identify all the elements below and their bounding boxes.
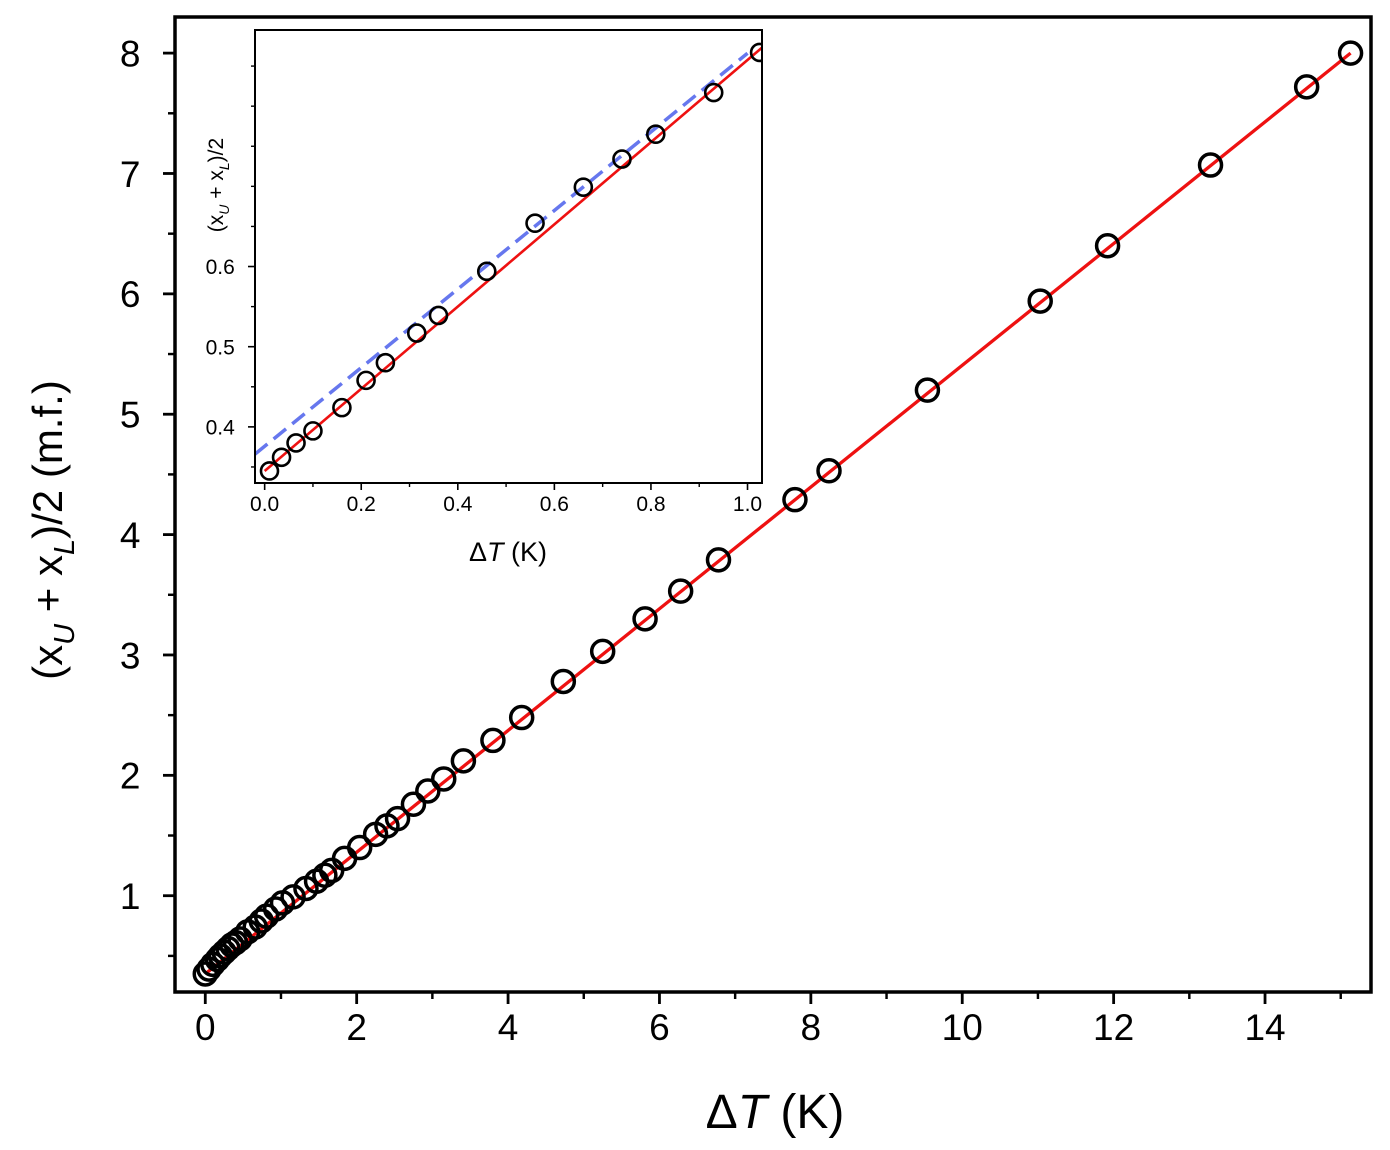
main-x-tick-label: 2 — [346, 1007, 367, 1048]
main-x-tick-label: 12 — [1093, 1007, 1134, 1048]
main-y-label-close: )/2 (m.f.) — [24, 380, 71, 539]
main-x-tick-label: 14 — [1244, 1007, 1285, 1048]
inset-x-tick-label: 0.8 — [636, 493, 665, 516]
inset-x-tick-label: 1.0 — [733, 493, 762, 516]
inset-x-axis-label-delta: Δ — [469, 537, 487, 567]
main-data-point — [262, 896, 289, 922]
inset-y-tick-label: 0.5 — [206, 336, 235, 359]
main-y-tick-label: 2 — [120, 756, 141, 797]
main-x-axis-label-unit: (K) — [767, 1086, 844, 1139]
main-y-tick-label: 5 — [120, 395, 141, 436]
main-series-group — [192, 40, 1364, 987]
main-x-axis-label-delta: Δ — [706, 1086, 738, 1139]
main-y-tick-label: 1 — [120, 876, 141, 917]
main-x-tick-label: 4 — [498, 1007, 519, 1048]
main-data-point — [1094, 232, 1121, 259]
inset-y-label-sub-u: U — [216, 204, 232, 215]
main-y-tick-label: 3 — [120, 635, 141, 676]
inset-y-axis-label: (xU + xL)/2 — [205, 138, 232, 232]
main-data-point — [400, 791, 427, 817]
main-y-tick-label: 4 — [120, 515, 141, 556]
inset-data-point — [749, 42, 762, 63]
main-x-tick-label: 10 — [942, 1007, 983, 1048]
inset-x-tick-label: 0.4 — [443, 493, 473, 516]
main-y-tick-label: 8 — [120, 33, 141, 74]
inset-data-point — [259, 461, 280, 481]
main-data-point — [415, 778, 441, 804]
main-x-axis-label-var: T — [738, 1086, 771, 1139]
main-data-point — [384, 805, 411, 832]
inset-data-point — [612, 149, 632, 169]
main-data-point — [550, 668, 577, 695]
main-y-label-plus: + x — [24, 555, 71, 624]
inset-y-tick-label: 0.6 — [206, 256, 235, 279]
inset-y-label-sub-l: L — [216, 162, 232, 170]
inset-frame — [254, 29, 763, 484]
inset-series-group — [255, 42, 762, 481]
main-data-point — [280, 884, 306, 910]
inset-data-point — [573, 177, 594, 197]
inset-x-tick-label: 0.6 — [540, 493, 569, 516]
inset-y-label-close: )/2 — [205, 138, 228, 163]
inset-data-point — [375, 352, 396, 373]
inset-y-label-plus: + x — [205, 170, 228, 205]
main-y-label-sub-l: L — [49, 539, 81, 555]
inset-chart: 0.0 0.2 0.4 0.6 0.8 1.0 0.4 0.5 0.6 ΔT (K) (xU + x… — [205, 29, 763, 567]
inset-data-point — [332, 397, 352, 418]
main-y-label-sub-u: U — [49, 623, 81, 645]
inset-linear-line — [255, 51, 749, 456]
main-data-point — [450, 748, 477, 774]
inset-x-axis-label-var: T — [487, 537, 506, 567]
inset-data-point — [286, 433, 306, 453]
main-y-axis-label: (xU + xL)/2 (m.f.) — [24, 380, 81, 680]
inset-data-point — [271, 447, 292, 468]
inset-data-point — [428, 305, 449, 326]
main-x-tick-label: 6 — [649, 1007, 670, 1048]
main-data-point — [667, 578, 694, 604]
main-x-axis-label: ΔT (K) — [706, 1086, 845, 1139]
main-x-tick-label: 8 — [801, 1007, 822, 1048]
inset-y-tick-label: 0.4 — [206, 416, 236, 439]
main-data-point — [1197, 152, 1224, 178]
inset-data-point — [525, 213, 545, 234]
main-data-point — [1337, 40, 1364, 66]
main-x-tick-label: 0 — [195, 1007, 216, 1048]
main-data-point — [312, 862, 338, 888]
main-data-point — [914, 377, 941, 403]
main-data-point — [816, 458, 842, 484]
main-y-label-open: (x — [24, 645, 71, 680]
inset-data-point — [406, 323, 427, 343]
inset-data-point — [356, 370, 376, 391]
inset-y-label-open: (x — [205, 214, 228, 232]
inset-data-point — [476, 261, 497, 282]
main-frame — [173, 15, 1373, 994]
main-data-point — [632, 606, 658, 632]
main-data-point — [480, 727, 506, 754]
main-y-tick-label: 7 — [120, 154, 141, 195]
inset-x-tick-label: 0.2 — [347, 493, 376, 516]
inset-x-axis-label-unit: (K) — [504, 537, 548, 567]
main-data-point — [430, 766, 457, 792]
main-y-tick-label: 6 — [120, 274, 141, 315]
main-data-point — [508, 704, 535, 731]
main-data-point — [589, 638, 616, 665]
main-data-point — [1027, 288, 1053, 314]
main-data-point — [782, 486, 808, 513]
inset-x-axis-label: ΔT (K) — [469, 537, 547, 567]
main-data-point — [346, 834, 373, 861]
main-data-point — [1293, 74, 1320, 100]
inset-x-tick-label: 0.0 — [250, 493, 279, 516]
main-data-point — [705, 547, 732, 573]
inset-data-point — [303, 421, 323, 441]
inset-data-point — [645, 124, 666, 145]
inset-data-point — [703, 82, 724, 103]
